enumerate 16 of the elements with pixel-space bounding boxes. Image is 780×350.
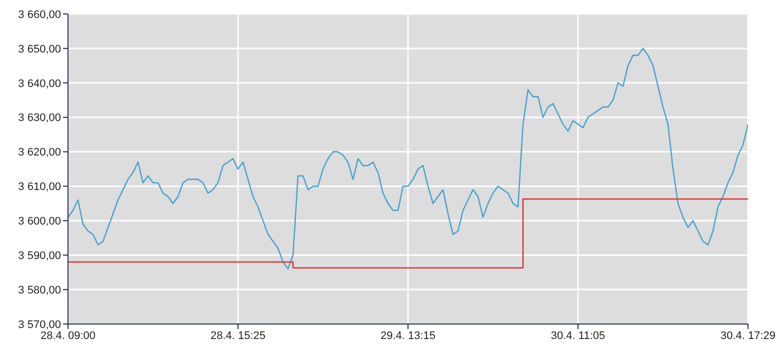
x-tick-label: 30.4. 11:05 <box>550 330 606 342</box>
x-tick-label: 30.4. 17:29 <box>720 330 776 342</box>
y-tick-label: 3 590,00 <box>18 250 61 262</box>
x-tick-label: 28.4. 09:00 <box>40 330 96 342</box>
y-tick-label: 3 610,00 <box>18 181 61 194</box>
y-tick-label: 3 600,00 <box>18 216 61 228</box>
y-tick-label: 3 570,00 <box>18 318 61 331</box>
y-tick-label: 3 580,00 <box>18 284 61 296</box>
line-series <box>68 48 748 270</box>
x-tick-label: 29.4. 13:15 <box>380 330 436 342</box>
y-tick-label: 3 640,00 <box>18 78 61 90</box>
x-tick-label: 28.4. 15:25 <box>210 330 266 342</box>
y-tick-label: 3 650,00 <box>18 43 61 56</box>
y-tick-label: 3 660,00 <box>18 8 61 21</box>
y-tick-label: 3 630,00 <box>18 112 61 124</box>
y-tick-label: 3 620,00 <box>18 146 61 159</box>
